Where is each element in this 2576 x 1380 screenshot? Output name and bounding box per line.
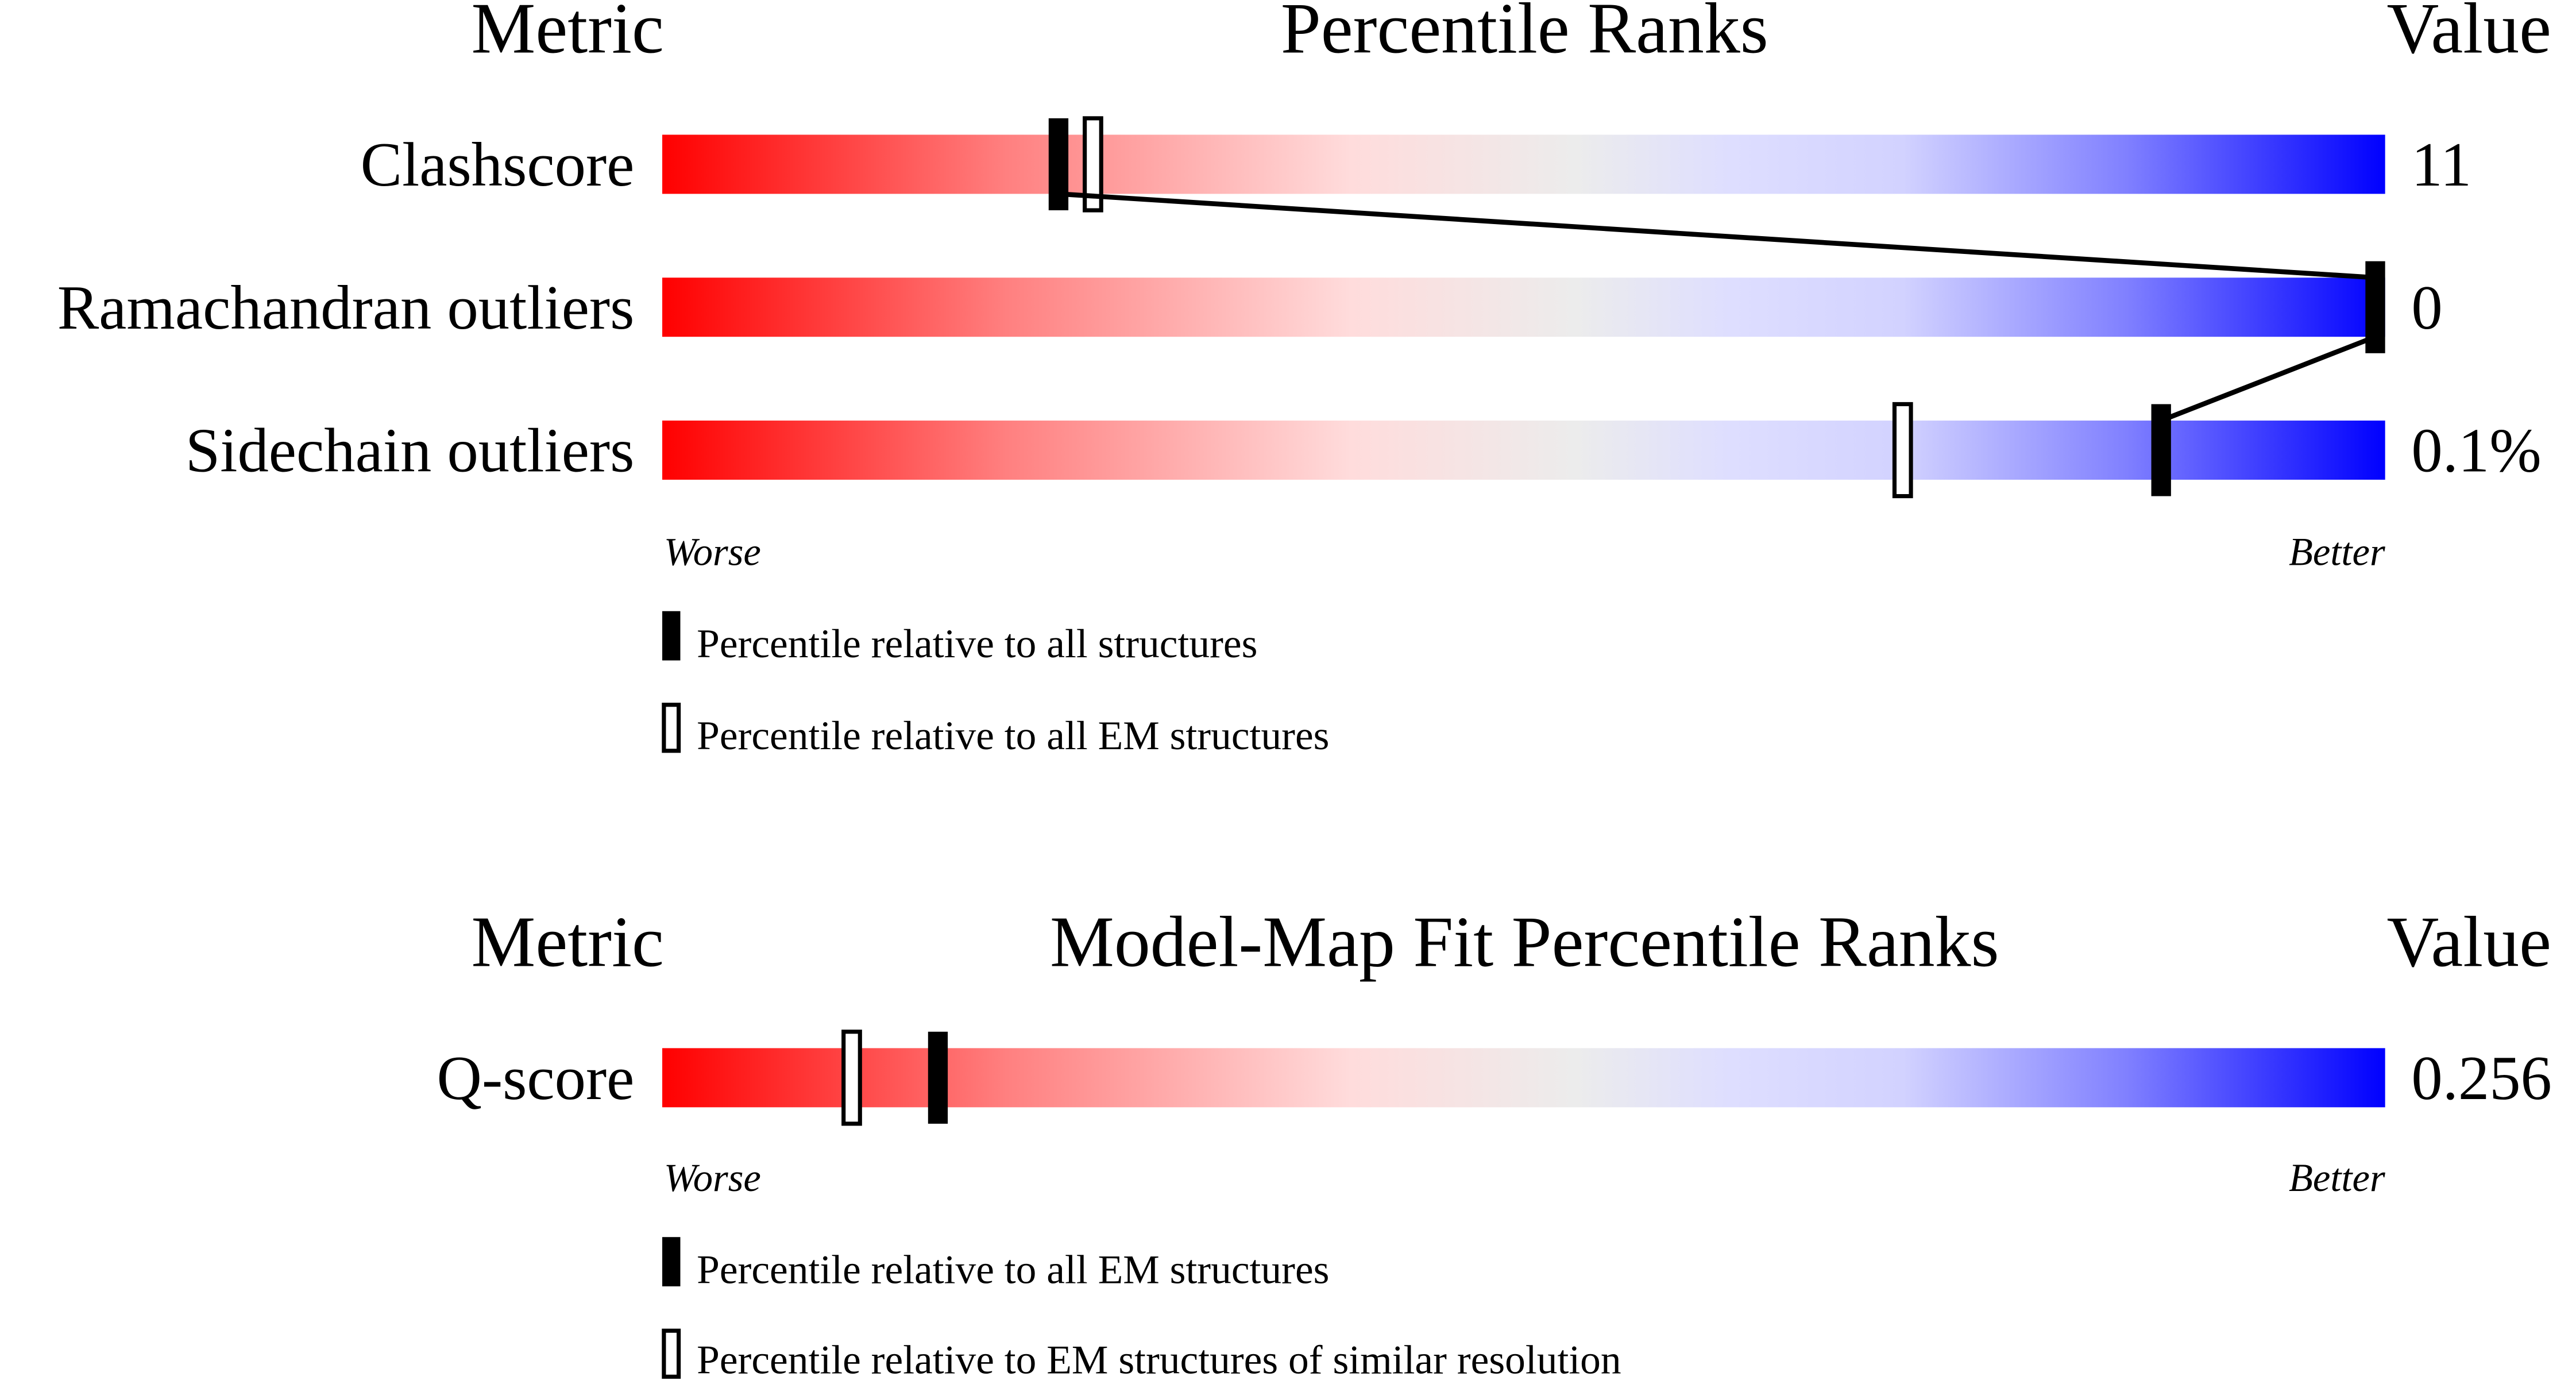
open-percentile-marker [1892,402,1913,499]
metric-label: Clashscore [361,130,635,199]
metric-row: Ramachandran outliers 0 [57,261,2443,353]
percentile-bar [662,421,2385,480]
metric-row: Q-score 0.256 [437,1030,2552,1126]
worse-label: Worse [664,1156,761,1200]
metric-row: Sidechain outliers 0.1% [186,402,2542,499]
value-header: Value [2387,0,2551,69]
rows: Q-score 0.256 [437,1030,2552,1126]
panel-model-map-fit: Metric Model-Map Fit Percentile Ranks Va… [437,902,2552,1380]
metric-value: 0.1% [2411,416,2541,485]
metric-label: Sidechain outliers [186,416,635,485]
legend-filled-label: Percentile relative to all structures [697,621,1257,666]
worse-label: Worse [664,530,761,574]
open-percentile-marker [841,1030,862,1126]
panel-validation: Metric Percentile Ranks Value Clashscore… [57,0,2551,758]
legend-filled-marker [662,1237,681,1287]
metric-header: Metric [472,0,664,69]
percentile-bar [662,1048,2385,1108]
metric-row: Clashscore 11 [361,116,2471,213]
legend-open-label: Percentile relative to EM structures of … [697,1337,1621,1380]
percentile-bar [662,277,2385,337]
metric-value: 0 [2411,273,2442,342]
legend-filled-marker [662,611,681,661]
better-label: Better [2289,1156,2385,1200]
chart-title: Model-Map Fit Percentile Ranks [1050,902,1999,982]
metric-value: 0.256 [2411,1043,2551,1113]
metric-value: 11 [2411,130,2471,199]
connector-line [1058,191,2376,280]
value-header: Value [2387,902,2551,982]
legend-open-marker [662,703,681,753]
chart-title: Percentile Ranks [1281,0,1768,69]
percentile-bar [662,134,2385,194]
connector-line [2160,334,2377,423]
filled-percentile-marker [928,1031,948,1124]
legend-open-label: Percentile relative to all EM structures [697,713,1329,758]
legend-open-marker [662,1328,681,1379]
metric-label: Ramachandran outliers [57,273,635,342]
metric-header: Metric [472,902,664,982]
better-label: Better [2289,530,2385,574]
metric-label: Q-score [437,1043,635,1113]
rows: Clashscore 11 Ramachandran outliers 0 Sidech… [57,116,2542,499]
legend-filled-label: Percentile relative to all EM structures [697,1247,1329,1292]
